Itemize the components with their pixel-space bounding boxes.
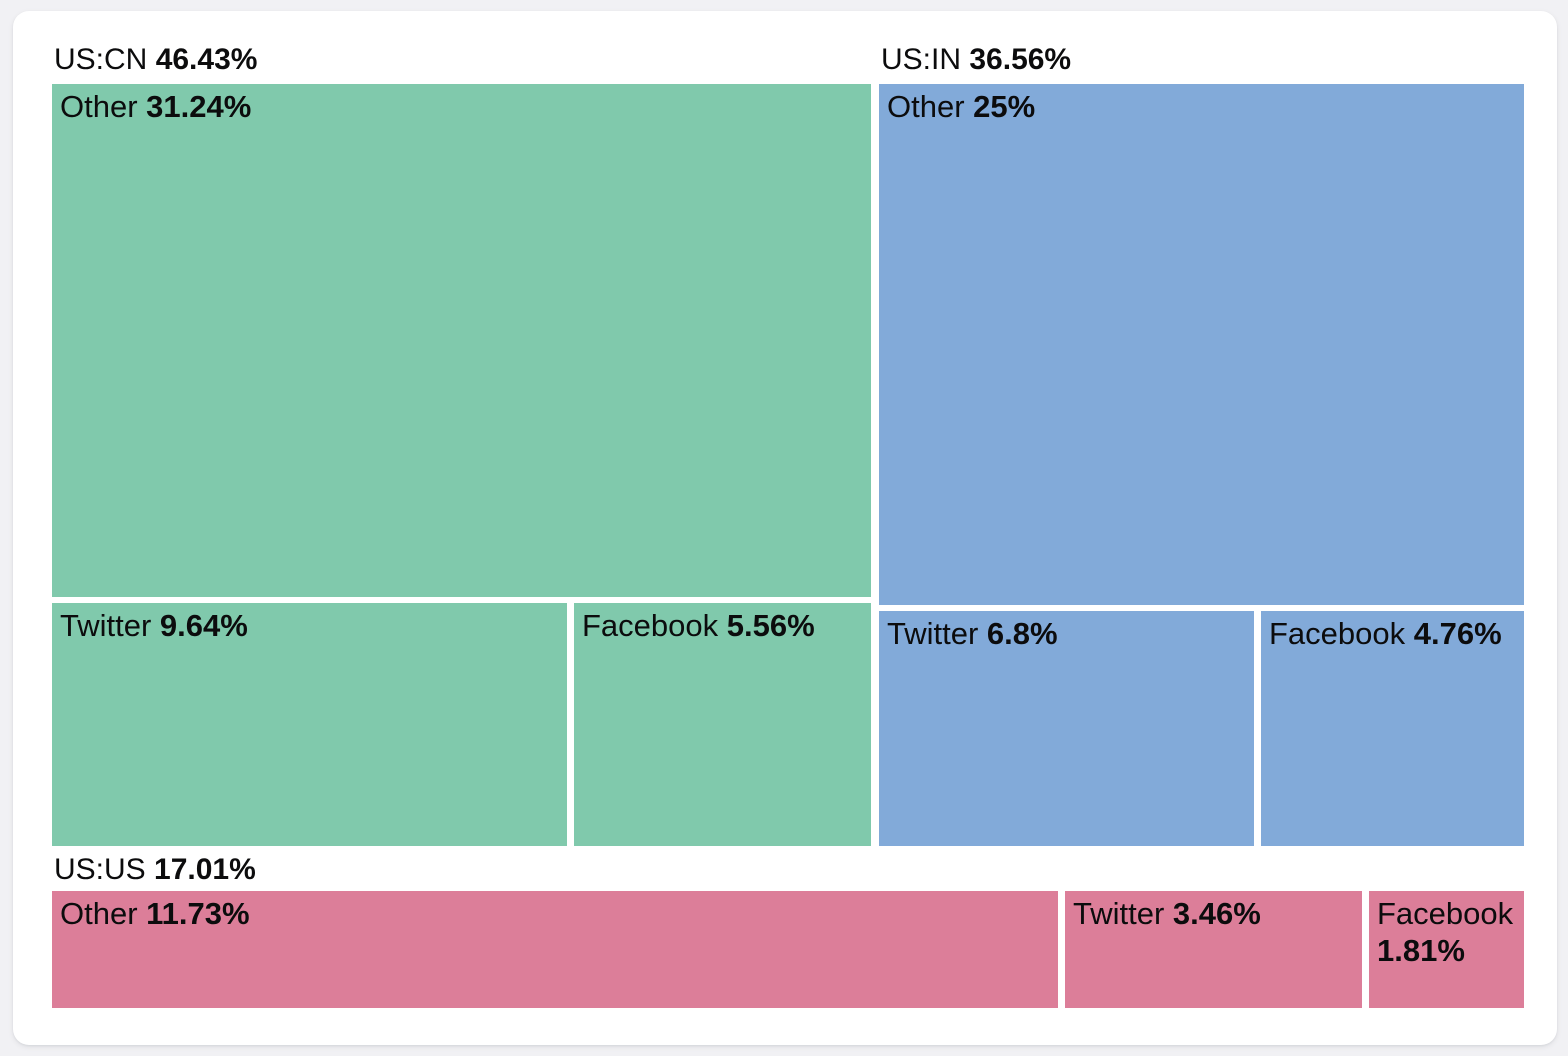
cell-value: 25% xyxy=(973,89,1036,124)
cell-us-cn-other[interactable]: Other 31.24% xyxy=(52,84,871,597)
cell-name: Twitter xyxy=(887,616,979,651)
cell-name: Twitter xyxy=(60,608,152,643)
group-name: US:US xyxy=(54,853,146,886)
cell-us-cn-facebook[interactable]: Facebook 5.56% xyxy=(574,603,871,846)
group-value: 36.56% xyxy=(969,43,1072,76)
cell-value: 3.46% xyxy=(1172,896,1261,931)
cell-value: 6.8% xyxy=(986,616,1058,651)
cell-name: Facebook xyxy=(1269,616,1406,651)
cell-us-in-other[interactable]: Other 25% xyxy=(879,84,1524,605)
cell-us-us-other[interactable]: Other 11.73% xyxy=(52,891,1058,1008)
cell-us-us-facebook[interactable]: Facebook 1.81% xyxy=(1369,891,1524,1008)
cell-value: 4.76% xyxy=(1413,616,1502,651)
cell-name: Twitter xyxy=(1073,896,1165,931)
cell-name: Facebook xyxy=(1377,896,1514,931)
group-value: 17.01% xyxy=(154,853,256,886)
cell-value: 1.81% xyxy=(1377,932,1465,968)
cell-us-cn-twitter[interactable]: Twitter 9.64% xyxy=(52,603,567,846)
cell-us-in-facebook[interactable]: Facebook 4.76% xyxy=(1261,611,1524,846)
group-name: US:CN xyxy=(54,43,148,76)
group-label-us-cn[interactable]: US:CN 46.43% xyxy=(52,40,873,80)
cell-value: 9.64% xyxy=(159,608,248,643)
cell-value: 11.73% xyxy=(146,896,250,931)
cell-value: 5.56% xyxy=(726,608,815,643)
group-name: US:IN xyxy=(881,43,962,76)
cell-us-us-twitter[interactable]: Twitter 3.46% xyxy=(1065,891,1362,1008)
cell-name: Facebook xyxy=(582,608,719,643)
chart-card: US:CN 46.43% Other 31.24% Twitter 9.64% Fac… xyxy=(13,11,1557,1045)
cell-value: 31.24% xyxy=(146,89,252,124)
group-label-us-in[interactable]: US:IN 36.56% xyxy=(879,40,1526,80)
cell-us-in-twitter[interactable]: Twitter 6.8% xyxy=(879,611,1254,846)
cell-name: Other xyxy=(60,89,138,124)
cell-name: Other xyxy=(60,896,138,931)
group-value: 46.43% xyxy=(155,43,258,76)
treemap-chart: US:CN 46.43% Other 31.24% Twitter 9.64% Fac… xyxy=(52,40,1524,1008)
cell-name: Other xyxy=(887,89,965,124)
group-label-us-us[interactable]: US:US 17.01% xyxy=(52,850,1526,890)
